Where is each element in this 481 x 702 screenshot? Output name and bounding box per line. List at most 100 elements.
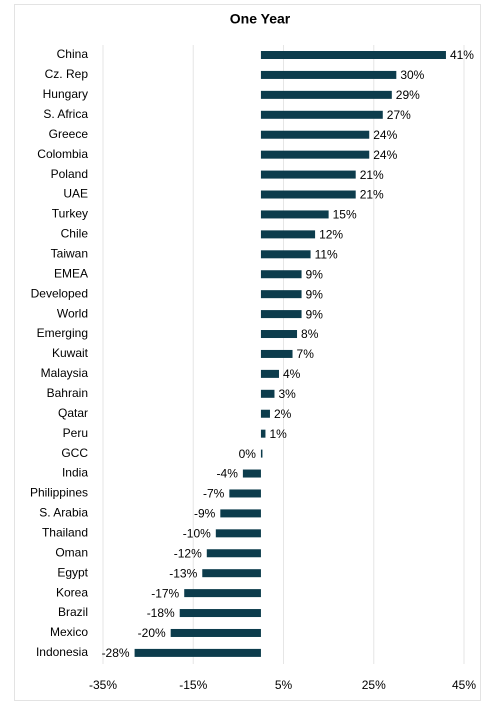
x-tick-label: -15% (179, 678, 207, 692)
y-tick-label: Chile (61, 227, 89, 241)
y-tick-label: Developed (31, 286, 88, 300)
chart-title: One Year (230, 11, 291, 27)
value-label: -9% (194, 507, 216, 521)
bar (260, 70, 397, 79)
value-label: 7% (297, 347, 315, 361)
value-label: 9% (306, 287, 324, 301)
y-tick-label: Kuwait (52, 346, 89, 360)
y-tick-label: Colombia (37, 147, 88, 161)
value-label: 15% (333, 208, 357, 222)
value-label: 3% (278, 387, 296, 401)
bar (170, 628, 261, 637)
value-label: 12% (319, 228, 343, 242)
value-label: -10% (183, 526, 211, 540)
y-tick-label: Philippines (30, 486, 88, 500)
bar (215, 529, 261, 538)
value-label: 29% (396, 88, 420, 102)
y-tick-label: Turkey (52, 207, 88, 221)
value-label: -12% (174, 546, 202, 560)
value-label: -13% (169, 566, 197, 580)
bar (260, 330, 298, 339)
value-label: 24% (373, 148, 397, 162)
value-label: 27% (387, 108, 411, 122)
bar (202, 569, 261, 578)
bar (260, 230, 316, 239)
y-tick-label: UAE (63, 187, 88, 201)
y-tick-label: EMEA (54, 266, 88, 280)
bar (260, 90, 392, 99)
bar (260, 449, 263, 458)
bar (220, 509, 261, 518)
y-tick-label: S. Africa (43, 107, 88, 121)
y-tick-label: Egypt (57, 565, 88, 579)
x-tick-label: 45% (452, 678, 476, 692)
y-tick-label: Bahrain (47, 386, 88, 400)
x-tick-label: -35% (89, 678, 117, 692)
bar (260, 349, 293, 358)
bar (260, 210, 329, 219)
y-tick-label: Oman (55, 545, 88, 559)
bar (184, 589, 261, 598)
bar (229, 489, 261, 498)
value-label: 9% (306, 267, 324, 281)
bar (260, 270, 302, 279)
y-tick-label: Brazil (58, 605, 88, 619)
y-tick-label: Taiwan (51, 246, 88, 260)
value-label: 24% (373, 128, 397, 142)
bar (260, 190, 356, 199)
value-label: 30% (400, 68, 424, 82)
y-tick-label: Emerging (37, 326, 88, 340)
value-label: 41% (450, 48, 474, 62)
y-tick-label: India (62, 466, 88, 480)
y-tick-label: Qatar (58, 406, 88, 420)
value-label: 21% (360, 168, 384, 182)
value-label: 11% (315, 247, 338, 261)
bar (260, 290, 302, 299)
y-tick-label: Thailand (42, 525, 88, 539)
bar (260, 250, 311, 259)
bar (206, 549, 261, 558)
bar (260, 409, 270, 418)
y-tick-label: World (57, 306, 88, 320)
y-tick-label: Peru (63, 426, 88, 440)
value-label: -4% (217, 467, 239, 481)
bar (260, 389, 275, 398)
y-tick-label: GCC (61, 446, 88, 460)
value-label: 21% (360, 188, 384, 202)
bar (260, 429, 266, 438)
y-tick-label: Malaysia (41, 366, 89, 380)
value-label: 2% (274, 407, 292, 421)
bar (242, 469, 261, 478)
y-tick-label: Poland (51, 167, 88, 181)
value-label: -7% (203, 487, 225, 501)
bar (260, 170, 356, 179)
y-tick-label: Hungary (43, 87, 88, 101)
bar (260, 51, 446, 59)
value-label: 0% (239, 447, 257, 461)
bar (134, 648, 261, 657)
y-tick-label: Mexico (50, 625, 88, 639)
value-label: -17% (151, 586, 179, 600)
y-tick-label: Greece (49, 127, 89, 141)
bar (260, 150, 370, 159)
y-tick-label: Indonesia (36, 645, 88, 659)
value-label: 8% (301, 327, 319, 341)
value-label: 9% (306, 307, 324, 321)
y-tick-label: Cz. Rep (45, 67, 89, 81)
value-label: -18% (147, 606, 175, 620)
x-tick-label: 25% (362, 678, 386, 692)
value-label: -28% (102, 646, 130, 660)
value-label: -20% (138, 626, 166, 640)
bar (260, 310, 302, 319)
x-tick-label: 5% (275, 678, 293, 692)
bar (260, 110, 383, 119)
bar (260, 130, 370, 139)
bar (260, 369, 279, 378)
bar (179, 609, 261, 618)
value-label: 1% (269, 427, 287, 441)
y-tick-label: S. Arabia (39, 506, 88, 520)
value-label: 4% (283, 367, 301, 381)
y-tick-label: Korea (56, 585, 88, 599)
